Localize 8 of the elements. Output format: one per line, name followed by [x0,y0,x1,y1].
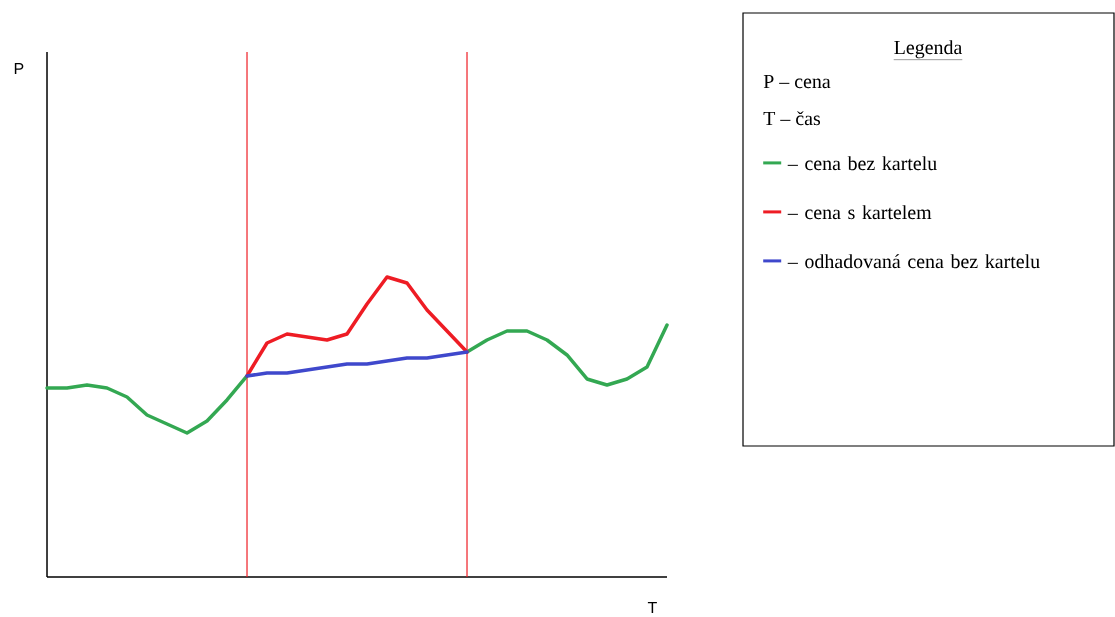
text: P [14,63,24,74]
x-axis-title: T [647,602,657,613]
text: P – cena [763,74,831,89]
legend-label: – odhadovaná cena bez kartelu [787,254,1040,269]
legend-label: – cena s kartelem [787,205,932,220]
legend-label: – cena bez kartelu [787,156,937,171]
text: T – čas [763,111,821,126]
legend-title: Legenda [894,40,963,59]
